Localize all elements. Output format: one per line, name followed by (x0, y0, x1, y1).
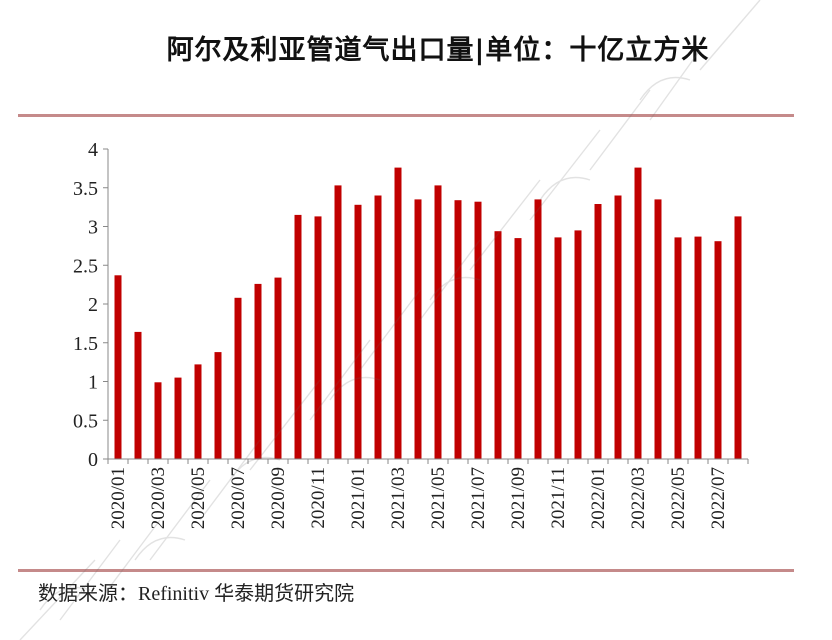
bar-2021/01 (354, 204, 362, 459)
bar-2021/06 (454, 200, 462, 459)
bar-2021/05 (434, 185, 442, 459)
bar-2020/04 (174, 377, 182, 459)
bar-2020/06 (214, 352, 222, 459)
y-tick-label: 4 (88, 139, 98, 161)
bars (114, 167, 742, 459)
bar-2020/02 (134, 331, 142, 459)
x-tick-label: 2021/05 (428, 467, 449, 529)
bottom-divider (18, 569, 794, 572)
bar-2020/10 (294, 214, 302, 459)
top-divider (18, 114, 794, 117)
data-source: 数据来源：Refinitiv 华泰期货研究院 (38, 583, 355, 605)
bar-2022/04 (654, 199, 662, 459)
y-tick-label: 0 (88, 449, 98, 471)
x-tick-label: 2022/01 (588, 467, 609, 529)
x-tick-label: 2020/03 (148, 467, 169, 529)
x-tick-label: 2021/11 (548, 467, 569, 529)
y-axis: 0 0.5 1 1.5 2 2.5 3 3.5 4 (73, 139, 109, 471)
bar-2021/10 (534, 199, 542, 459)
y-tick-label: 1.5 (73, 333, 98, 355)
chart-title: 阿尔及利亚管道气出口量|单位：十亿立方米 (166, 35, 710, 66)
bar-2022/06 (694, 236, 702, 459)
bar-2020/03 (154, 382, 162, 459)
y-tick-label: 1 (88, 372, 98, 394)
x-tick-label: 2021/09 (508, 467, 529, 529)
x-tick-label: 2021/07 (468, 467, 489, 529)
bar-2021/09 (514, 238, 522, 459)
bar-2022/03 (634, 167, 642, 459)
y-tick-label: 2.5 (73, 255, 98, 277)
bar-chart: 00.511.522.533.54 2020/01 2020/03 2020/05 2… (73, 139, 749, 529)
x-tick-label: 2022/03 (628, 467, 649, 529)
bar-2021/07 (474, 201, 482, 459)
x-tick-label: 2020/05 (188, 467, 209, 529)
y-tick-label: 3 (88, 217, 98, 239)
x-tick-label: 2021/03 (388, 467, 409, 529)
y-tick-label: 0.5 (73, 410, 98, 432)
x-tick-label: 2020/01 (108, 467, 129, 529)
y-tick-label: 2 (88, 294, 98, 316)
bar-2021/11 (554, 237, 562, 459)
bar-2021/08 (494, 231, 502, 459)
bar-2022/05 (674, 237, 682, 459)
bar-2020/01 (114, 275, 122, 459)
bar-2022/01 (594, 204, 602, 459)
x-tick-label: 2020/11 (308, 467, 329, 529)
bar-2022/02 (614, 195, 622, 459)
x-tick-label: 2022/07 (708, 467, 729, 529)
bar-2020/09 (274, 277, 282, 459)
bar-2022/08 (734, 216, 742, 459)
bar-2020/05 (194, 364, 202, 459)
bar-2022/07 (714, 241, 722, 459)
x-tick-label: 2020/09 (268, 467, 289, 529)
x-axis: 2020/01 2020/03 2020/05 2020/07 2020/09 2020/… (107, 458, 749, 529)
x-tick-label: 2022/05 (668, 467, 689, 529)
y-tick-label: 3.5 (73, 178, 98, 200)
bar-2020/08 (254, 283, 262, 459)
bar-2021/12 (574, 230, 582, 459)
x-tick-label: 2020/07 (228, 467, 249, 529)
bar-2021/04 (414, 199, 422, 459)
bar-2021/02 (374, 195, 382, 459)
bar-2020/11 (314, 216, 322, 459)
bar-2021/03 (394, 167, 402, 459)
bar-2020/07 (234, 297, 242, 459)
x-tick-label: 2021/01 (348, 467, 369, 529)
bar-2020/12 (334, 185, 342, 459)
